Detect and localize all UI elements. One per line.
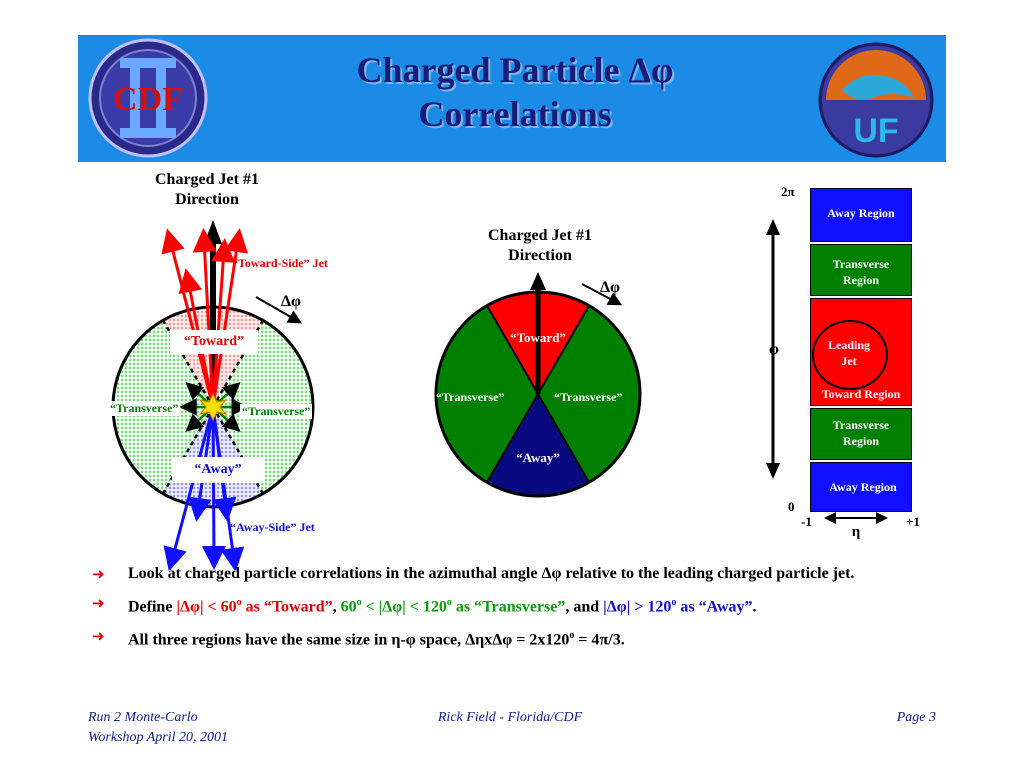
bullet-2-toward-a: |Δφ| < 60 [176,598,237,616]
bullet-arrow-icon: ➜ [92,565,105,583]
title-line-2: Correlations [418,94,612,134]
transverse-bottom-line-1: Transverse [832,418,890,432]
away-region-bottom-box [810,462,912,512]
left-toward-label: “Toward” [170,330,258,354]
uf-logo: UF [818,42,934,158]
footer-left-line-2: Workshop April 20, 2001 [88,730,229,745]
away-side-jet-label: “Away-Side” Jet [230,520,315,534]
away-region-bottom-label: Away Region [829,480,897,494]
middle-transverse-right-sector [538,305,640,483]
degree-mark: o [236,597,242,608]
middle-dphi-label: Δφ [599,279,620,296]
toward-side-jet-label: “Toward-Side” Jet [232,256,328,270]
away-region-top-label: Away Region [827,206,895,220]
left-dphi-label: Δφ [280,293,301,310]
left-dphi-arrow [255,296,303,324]
bullet-2-end: . [752,598,757,616]
leading-jet-label: Leading Jet [814,337,884,369]
leading-jet-line-2: Jet [841,354,857,368]
left-away-tracks [163,406,245,570]
phi-axis-top-label: 2π [781,184,795,199]
degree-mark: o [671,597,677,608]
transverse-bottom-line-2: Region [843,434,879,448]
bullet-2-trans-b: < |Δφ| < 120 [361,598,447,616]
degree-mark: o [569,630,575,642]
eta-max-label: +1 [906,514,920,529]
transverse-region-top-box [810,244,912,296]
leading-jet-circle [812,320,888,390]
left-jet-direction-label: Charged Jet #1 Direction [122,170,292,210]
bullet-2-toward-b: as “Toward” [241,598,333,616]
header-band [78,35,946,162]
bullet-2-sep1: , [332,598,341,616]
bullet-item-1: ➜ Look at charged particle correlations … [92,563,952,585]
bullet-item-2: ➜ Define |Δφ| < 60o as “Toward”, 60o < |… [92,592,952,618]
uf-logo-text: UF [853,112,898,150]
footer-center: Rick Field - Florida/CDF [437,710,583,725]
bullet-2-away-b: as “Away” [676,598,753,616]
eta-min-label: -1 [801,514,812,529]
cdf-logo: CDF [88,38,208,158]
middle-jet-direction-label: Charged Jet #1 Direction [455,226,625,266]
left-jet-label-line-1: Charged Jet #1 [155,171,259,188]
phi-axis-arrow [766,219,780,479]
middle-jet-arrowhead [530,272,546,290]
middle-toward-label: “Toward” [510,330,566,345]
left-jet-arrowhead [204,220,222,244]
middle-away-sector [487,394,589,496]
leading-jet-line-1: Leading [827,338,870,352]
middle-region-diagram [434,272,642,498]
middle-dphi-arrow [581,283,623,306]
middle-sector-dividers [486,305,590,483]
bullet-2-define: Define [128,598,177,616]
away-region-top-box [810,188,912,242]
bullet-3-text-a: All three regions have the same size in … [128,631,570,649]
middle-jet-label-line-2: Direction [508,247,572,264]
bullet-2-sep2: , and [565,598,604,616]
title-line-1: Charged Particle Δφ [356,50,674,90]
cdf-logo-text: CDF [113,81,183,118]
degree-mark: o [446,597,452,608]
left-jet-label-line-2: Direction [175,191,239,208]
degree-mark: o [356,597,362,608]
bullet-arrow-icon: ➜ [92,594,105,612]
middle-transverse-right-label: “Transverse” [554,390,623,404]
left-away-label: “Away” [172,457,264,483]
slide-title: Charged Particle Δφ Correlations [150,48,880,136]
eta-axis-arrow [824,512,888,524]
bullet-3-text-b: = 4π/3. [574,631,625,649]
footer-left: Run 2 Monte-Carlo Workshop April 20, 200… [88,708,228,748]
transverse-region-bottom-box [810,408,912,460]
bullet-item-3: ➜ All three regions have the same size i… [92,625,952,651]
left-transverse-right-label: “Transverse” [240,404,313,419]
middle-transverse-left-label: “Transverse” [436,390,505,404]
collision-point-icon [198,392,228,422]
bullet-2-away-a: |Δφ| > 120 [603,598,672,616]
middle-jet-label-line-1: Charged Jet #1 [488,227,592,244]
bullet-2-trans-a: 60 [340,598,357,616]
transverse-region-bottom-label: Transverse Region [810,417,912,449]
left-toward-tracks [161,228,249,408]
middle-away-label: “Away” [516,450,560,465]
phi-axis-bottom-label: 0 [788,499,795,514]
bullet-2-trans-c: as “Transverse” [451,598,566,616]
footer-left-line-1: Run 2 Monte-Carlo [88,710,198,725]
footer-page-number: Page 3 [896,710,936,725]
bullet-list: ➜ Look at charged particle correlations … [92,563,952,659]
bullet-1-text: Look at charged particle correlations in… [128,565,855,582]
bullet-arrow-icon: ➜ [92,627,105,646]
transverse-top-line-2: Region [843,273,879,287]
transverse-top-line-1: Transverse [832,257,890,271]
middle-transverse-left-sector [436,305,538,483]
eta-axis-label: η [851,524,861,540]
toward-region-label: Toward Region [821,387,901,401]
left-transverse-left-label: “Transverse” [108,401,181,416]
transverse-region-top-label: Transverse Region [810,256,912,288]
